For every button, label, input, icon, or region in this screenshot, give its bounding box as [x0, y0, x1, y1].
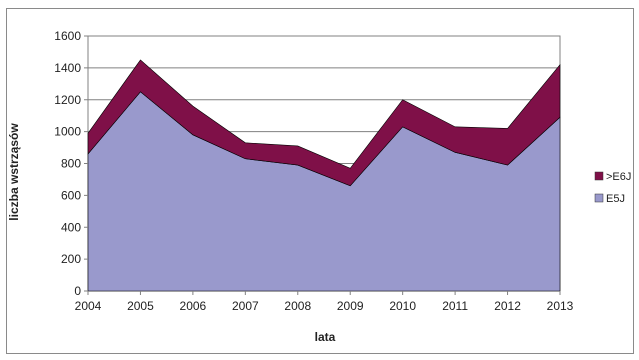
- x-tick-label: 2011: [442, 299, 468, 313]
- y-tick-labels: 0 200 400 600 800 1000 1200 1400 1600: [54, 29, 88, 298]
- x-tick-label: 2006: [180, 299, 207, 313]
- y-axis-title: liczba wstrząsów: [7, 123, 21, 221]
- x-tick-label: 2007: [232, 299, 259, 313]
- x-tick-label: 2005: [127, 299, 154, 313]
- y-tick-label: 600: [61, 188, 81, 202]
- y-tick-label: 1400: [54, 61, 81, 75]
- y-tick-label: 1600: [54, 29, 81, 43]
- x-tick-label: 2010: [389, 299, 416, 313]
- x-tick-label: 2009: [337, 299, 364, 313]
- legend-label-e5j: E5J: [606, 193, 625, 205]
- legend-swatch-e6j: [594, 171, 604, 181]
- y-tick-label: 1200: [54, 93, 81, 107]
- x-tick-label: 2012: [494, 299, 521, 313]
- x-tick-label: 2013: [547, 299, 574, 313]
- y-tick-label: 1000: [54, 125, 81, 139]
- x-tick-labels: 2004 2005 2006 2007 2008 2009 2010 2011 2012 2013: [75, 291, 574, 313]
- x-tick-label: 2008: [284, 299, 311, 313]
- legend-label-e6j: >E6J: [606, 171, 631, 183]
- legend-swatch-e5j: [594, 193, 604, 203]
- legend: >E6J E5J: [594, 171, 631, 205]
- area-e6j: [87, 59, 561, 187]
- y-tick-label: 800: [61, 157, 81, 171]
- y-tick-label: 400: [61, 220, 81, 234]
- y-tick-label: 0: [74, 284, 81, 298]
- x-axis-title: lata: [315, 330, 336, 344]
- x-tick-label: 2004: [75, 299, 102, 313]
- y-tick-label: 200: [61, 252, 81, 266]
